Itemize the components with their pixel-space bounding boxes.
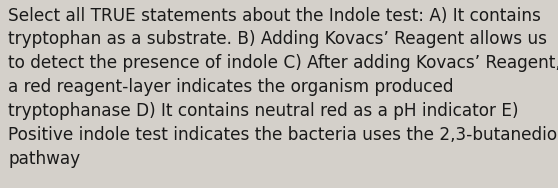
- Text: Select all TRUE statements about the Indole test: A) It contains
tryptophan as a: Select all TRUE statements about the Ind…: [8, 7, 558, 168]
